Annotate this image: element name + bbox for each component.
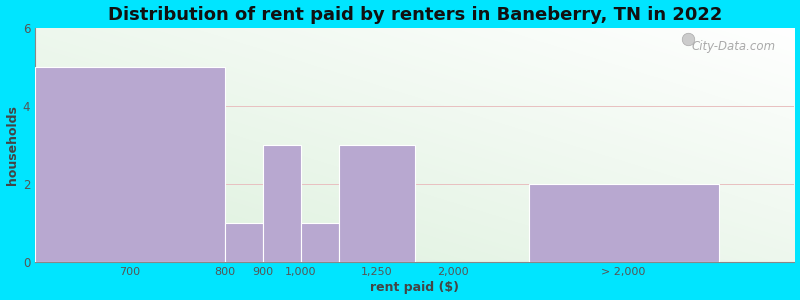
Text: City-Data.com: City-Data.com xyxy=(691,40,775,52)
X-axis label: rent paid ($): rent paid ($) xyxy=(370,281,459,294)
Bar xyxy=(529,184,718,262)
Bar xyxy=(225,223,263,262)
Bar xyxy=(339,145,414,262)
Bar xyxy=(301,223,339,262)
Bar xyxy=(263,145,301,262)
Bar xyxy=(35,67,225,262)
Title: Distribution of rent paid by renters in Baneberry, TN in 2022: Distribution of rent paid by renters in … xyxy=(107,6,722,24)
Y-axis label: households: households xyxy=(6,105,18,185)
